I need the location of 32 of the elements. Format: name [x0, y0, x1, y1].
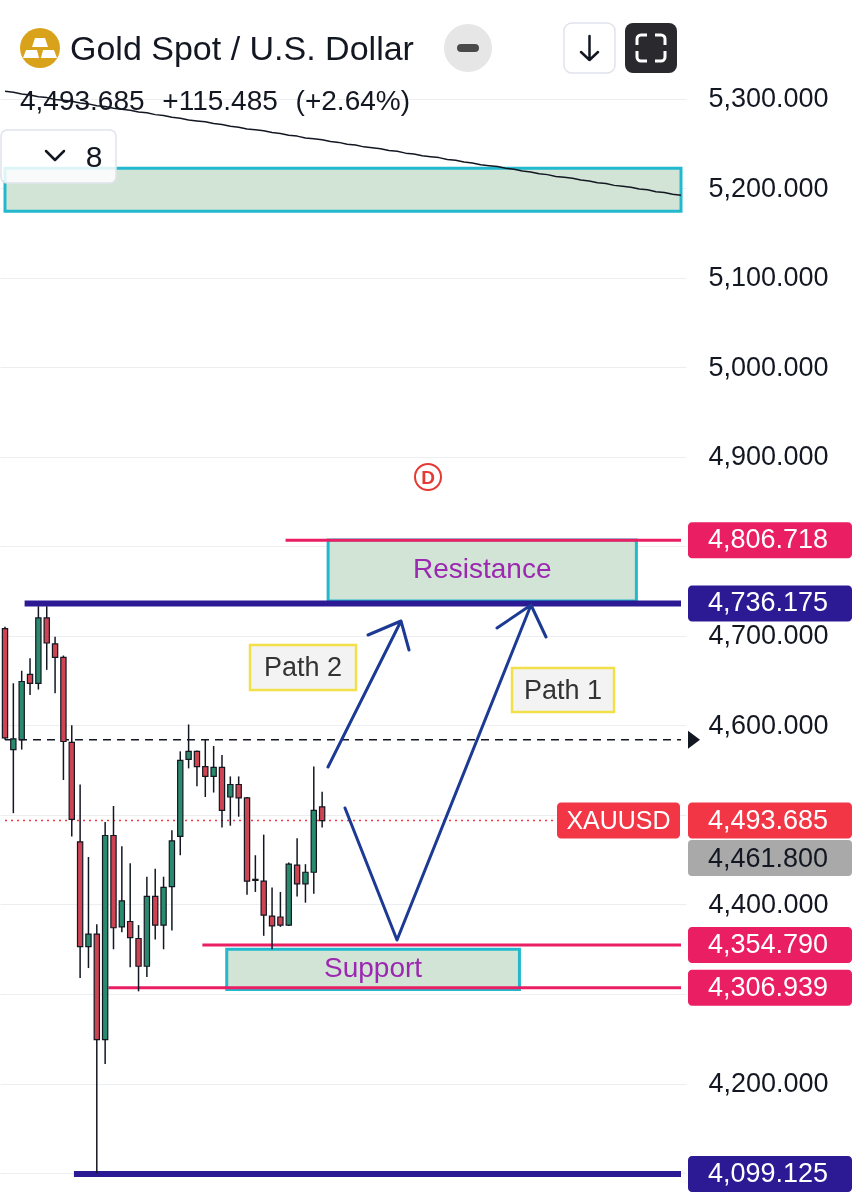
candlestick [26, 657, 34, 696]
y-tick-label: 5,300.000 [708, 83, 829, 114]
candlestick [293, 837, 301, 898]
candlestick [302, 863, 309, 904]
line-series [4, 90, 682, 196]
candlestick [318, 790, 326, 829]
y-tick-label: 4,400.000 [708, 888, 829, 919]
ref-line-label: 4,354.790 [708, 928, 829, 959]
ref-line-label: 4,306.939 [708, 971, 829, 1002]
y-tick-label: 4,600.000 [708, 709, 829, 740]
candlestick [126, 862, 134, 968]
annotation: XAUUSD [566, 805, 671, 834]
band-label: Resistance [413, 553, 552, 585]
text: Gold Spot / U.S. Dollar [70, 29, 414, 67]
y-tick-label: 4,900.000 [708, 441, 829, 472]
y-tick-label: 5,200.000 [708, 172, 829, 203]
candlestick [268, 886, 276, 950]
y-tick-label: 4,700.000 [708, 620, 829, 651]
annotation: 8 [84, 138, 104, 175]
candlestick [51, 635, 59, 694]
y-tick-label: 5,100.000 [708, 262, 829, 293]
candlestick [193, 749, 201, 788]
y-tick-label: 5,000.000 [708, 351, 829, 382]
band-label: Support [324, 952, 423, 984]
text: 4,461.800 [708, 841, 830, 875]
ref-line-label: 4,493.685 [708, 804, 829, 835]
ref-line-label: 4,099.125 [708, 1157, 829, 1188]
candlestick [85, 856, 92, 969]
ref-line-label: 4,736.175 [708, 587, 829, 618]
y-tick-label: 4,200.000 [708, 1068, 829, 1099]
candlestick [252, 854, 259, 893]
ref-line-label: 4,806.718 [708, 524, 829, 555]
